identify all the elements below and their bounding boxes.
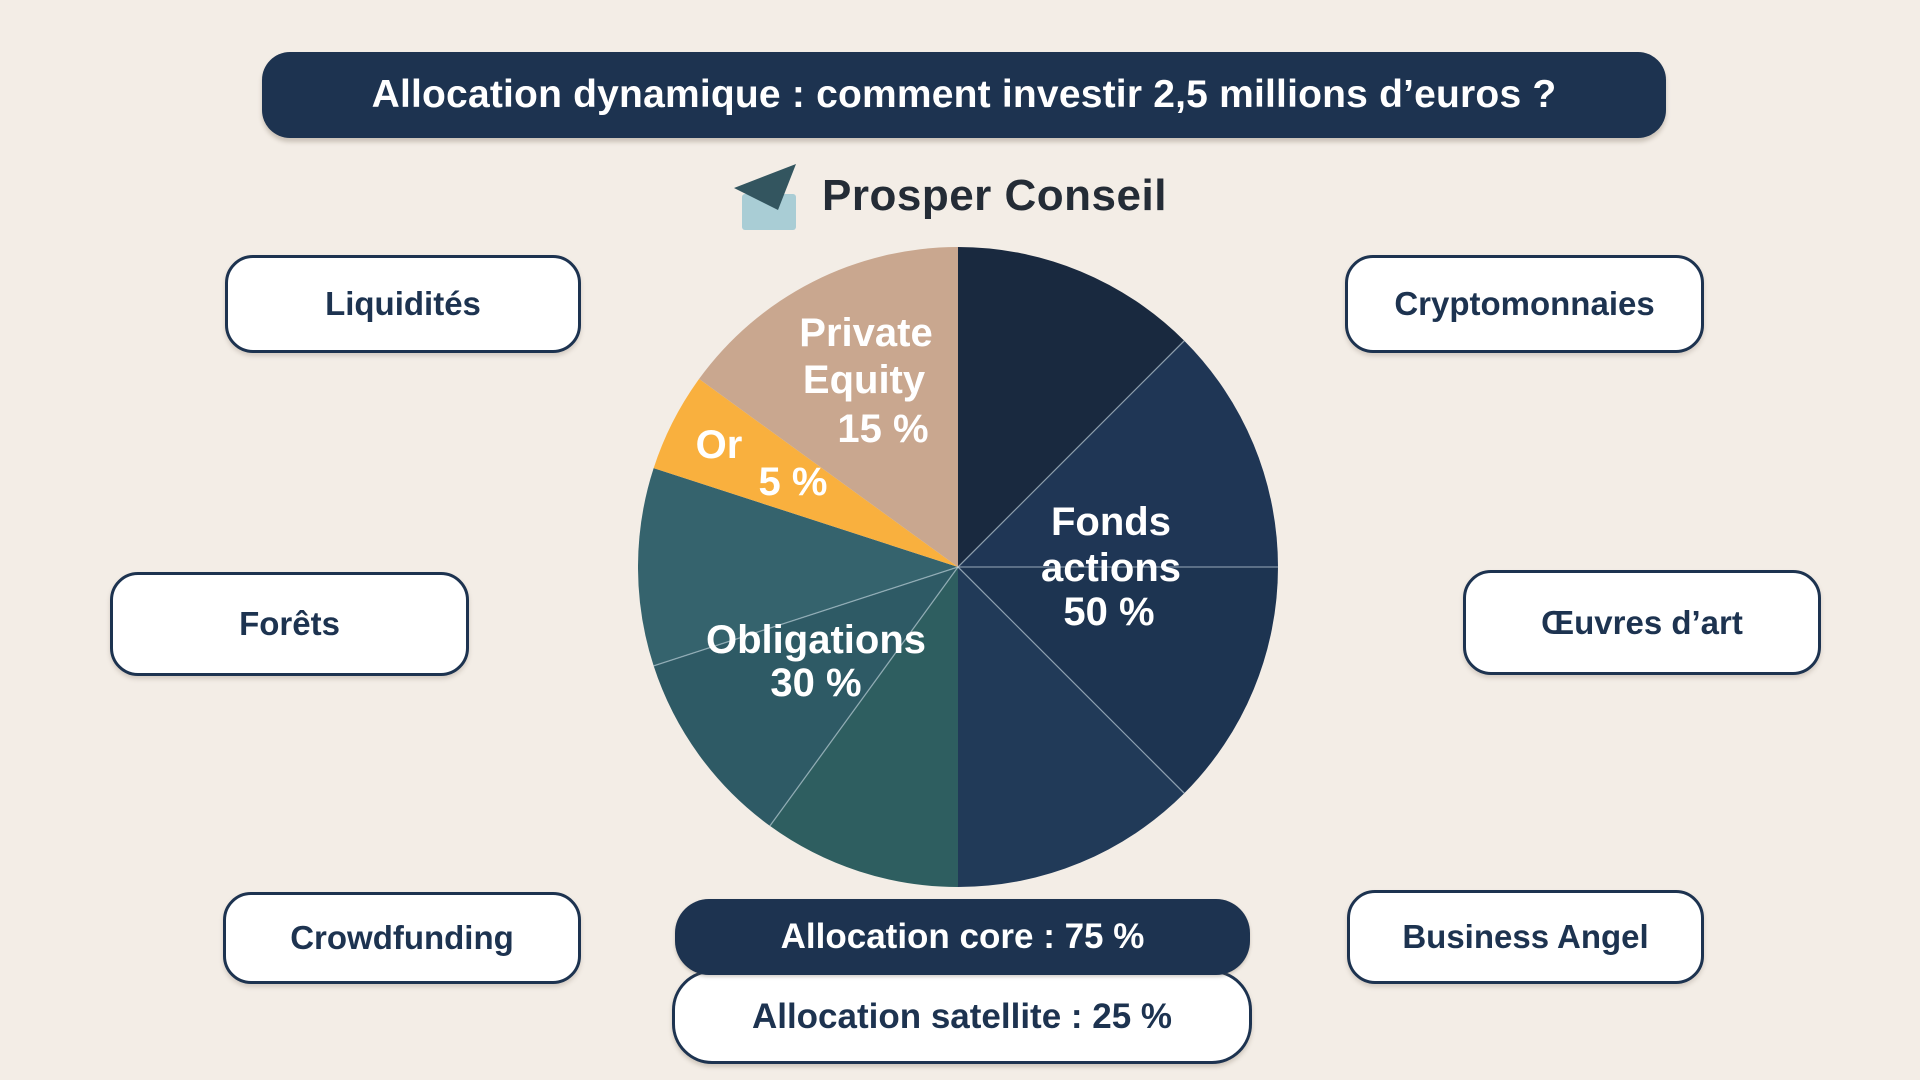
- pie-slice-obligations-1: [769, 567, 958, 887]
- pie-label-private-equity-2: Equity: [803, 358, 926, 402]
- pie-subslice-divider: [957, 340, 1185, 568]
- pie-slice-obligations-2: [653, 567, 958, 826]
- allocation-core-text: Allocation core : 75 %: [780, 917, 1145, 956]
- label-box-crowdfunding: Crowdfunding: [223, 892, 581, 984]
- pie-label-private-equity-3: 15 %: [837, 407, 928, 451]
- pie-subslice-divider: [957, 566, 1185, 794]
- pie-slice-fonds-actions-3: [958, 567, 1278, 794]
- pie-label-obligations-1: Obligations: [706, 618, 926, 662]
- paper-plane-icon: [734, 164, 796, 230]
- label-cryptomonnaies: Cryptomonnaies: [1394, 285, 1655, 322]
- pie-slice-obligations-3: [638, 468, 958, 666]
- brand-name: Prosper Conseil: [822, 171, 1167, 220]
- label-oeuvres-dart: Œuvres d’art: [1541, 603, 1743, 641]
- pie-label-or-2: 5 %: [759, 460, 828, 504]
- pie-slice-fonds-actions-2: [958, 340, 1278, 567]
- allocation-satellite-text: Allocation satellite : 25 %: [751, 997, 1173, 1036]
- label-liquidites: Liquidités: [325, 285, 481, 322]
- pie-slice-or-1: [653, 378, 958, 567]
- pie-label-private-equity-1: Private: [799, 311, 932, 355]
- label-forets: Forêts: [239, 605, 340, 642]
- pie-slice-fonds-actions-1: [958, 247, 1185, 567]
- label-box-forets: Forêts: [110, 572, 469, 676]
- title-banner: Allocation dynamique : comment investir …: [262, 52, 1666, 138]
- pie-label-fonds-actions-1: Fonds: [1051, 500, 1171, 544]
- page-title: Allocation dynamique : comment investir …: [371, 73, 1557, 116]
- label-business-angel: Business Angel: [1402, 918, 1649, 955]
- label-box-oeuvres-dart: Œuvres d’art: [1463, 570, 1821, 675]
- label-box-cryptomonnaies: Cryptomonnaies: [1345, 255, 1704, 353]
- pie-label-fonds-actions-3: 50 %: [1063, 590, 1154, 634]
- brand-logo: Prosper Conseil: [728, 156, 1167, 236]
- pie-subslice-divider: [769, 566, 959, 827]
- pie-label-fonds-actions-2: actions: [1041, 546, 1181, 590]
- pie-slice-private-equity-1: [699, 247, 958, 567]
- pie-label-obligations-2: 30 %: [770, 661, 861, 705]
- pie-label-or-1: Or: [696, 423, 743, 467]
- allocation-core-pill: Allocation core : 75 %: [675, 899, 1250, 975]
- pie-slice-fonds-actions-4: [958, 567, 1185, 887]
- allocation-satellite-pill: Allocation satellite : 25 %: [672, 970, 1252, 1064]
- label-box-liquidites: Liquidités: [225, 255, 581, 353]
- pie-subslice-divider: [653, 566, 959, 667]
- label-box-business-angel: Business Angel: [1347, 890, 1704, 984]
- label-crowdfunding: Crowdfunding: [290, 919, 514, 956]
